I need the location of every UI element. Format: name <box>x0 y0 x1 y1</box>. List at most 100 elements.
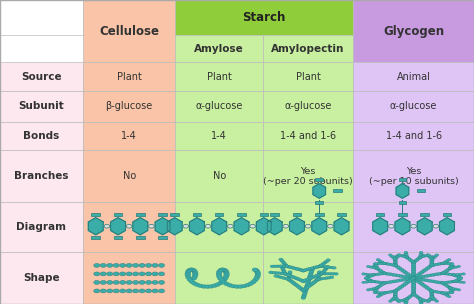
Polygon shape <box>155 218 170 235</box>
Circle shape <box>279 258 283 261</box>
Circle shape <box>366 288 370 291</box>
Text: Subunit: Subunit <box>18 102 64 111</box>
Text: α-glucose: α-glucose <box>284 102 332 111</box>
Bar <box>0 62 83 91</box>
Circle shape <box>415 259 419 261</box>
Circle shape <box>224 271 229 275</box>
Circle shape <box>379 284 383 287</box>
Circle shape <box>270 265 274 268</box>
Circle shape <box>437 281 442 284</box>
Bar <box>0 150 83 202</box>
Circle shape <box>139 280 145 285</box>
Circle shape <box>424 255 428 257</box>
Bar <box>353 150 474 202</box>
Circle shape <box>217 270 222 273</box>
Circle shape <box>410 224 416 228</box>
Circle shape <box>393 290 398 292</box>
Circle shape <box>280 265 284 268</box>
Bar <box>83 202 175 252</box>
Circle shape <box>404 302 408 304</box>
Circle shape <box>417 281 422 284</box>
Circle shape <box>306 279 311 282</box>
Circle shape <box>158 289 164 293</box>
Circle shape <box>450 291 454 293</box>
Circle shape <box>399 268 404 271</box>
Bar <box>315 213 323 216</box>
Circle shape <box>369 275 373 277</box>
Circle shape <box>376 263 380 265</box>
Circle shape <box>369 279 373 282</box>
Circle shape <box>374 290 378 292</box>
Circle shape <box>326 272 330 275</box>
Circle shape <box>301 269 306 272</box>
Circle shape <box>376 291 380 294</box>
Circle shape <box>306 281 310 284</box>
Circle shape <box>216 271 222 275</box>
Circle shape <box>119 289 126 293</box>
Circle shape <box>290 280 294 283</box>
Circle shape <box>427 265 432 268</box>
Bar <box>398 213 407 216</box>
Circle shape <box>377 273 381 275</box>
Circle shape <box>319 272 324 275</box>
Text: Cellulose: Cellulose <box>99 25 159 38</box>
Circle shape <box>414 276 419 279</box>
Circle shape <box>393 297 397 299</box>
Circle shape <box>404 251 408 254</box>
Text: Animal: Animal <box>397 72 430 82</box>
Circle shape <box>411 268 416 271</box>
Circle shape <box>366 276 370 278</box>
Circle shape <box>430 260 434 262</box>
Text: Amylose: Amylose <box>194 44 244 54</box>
Circle shape <box>320 272 324 275</box>
Bar <box>136 237 145 240</box>
Bar <box>333 189 342 192</box>
Circle shape <box>449 266 453 268</box>
Bar <box>237 213 246 216</box>
Circle shape <box>288 279 292 282</box>
Circle shape <box>313 266 318 269</box>
Circle shape <box>192 274 198 278</box>
Circle shape <box>221 281 227 284</box>
Circle shape <box>405 281 410 284</box>
Bar <box>83 252 175 304</box>
Circle shape <box>319 278 323 280</box>
Circle shape <box>215 283 221 286</box>
Circle shape <box>419 255 423 258</box>
Circle shape <box>411 277 416 280</box>
Circle shape <box>191 282 197 285</box>
Circle shape <box>289 266 294 269</box>
Circle shape <box>371 280 375 282</box>
Circle shape <box>377 268 381 271</box>
Circle shape <box>443 262 447 264</box>
Bar <box>83 150 175 202</box>
Bar <box>0 202 83 252</box>
Circle shape <box>374 281 378 283</box>
Circle shape <box>409 278 414 281</box>
Text: Plant: Plant <box>207 72 232 82</box>
Circle shape <box>405 278 410 281</box>
Circle shape <box>445 260 449 262</box>
Circle shape <box>411 277 416 280</box>
Circle shape <box>429 290 434 292</box>
Circle shape <box>393 290 398 292</box>
Circle shape <box>419 301 423 303</box>
Circle shape <box>362 273 365 275</box>
Circle shape <box>94 263 100 268</box>
Circle shape <box>282 269 286 272</box>
Circle shape <box>152 263 158 268</box>
Circle shape <box>416 296 420 299</box>
Circle shape <box>139 272 145 276</box>
Circle shape <box>308 274 312 277</box>
Circle shape <box>418 278 422 281</box>
Bar <box>158 237 167 240</box>
Circle shape <box>441 292 445 294</box>
Polygon shape <box>313 184 326 198</box>
Circle shape <box>419 256 422 258</box>
Circle shape <box>146 289 152 293</box>
Circle shape <box>397 287 402 290</box>
Circle shape <box>255 271 261 275</box>
Circle shape <box>283 264 288 266</box>
Circle shape <box>322 270 326 272</box>
Circle shape <box>424 279 429 282</box>
